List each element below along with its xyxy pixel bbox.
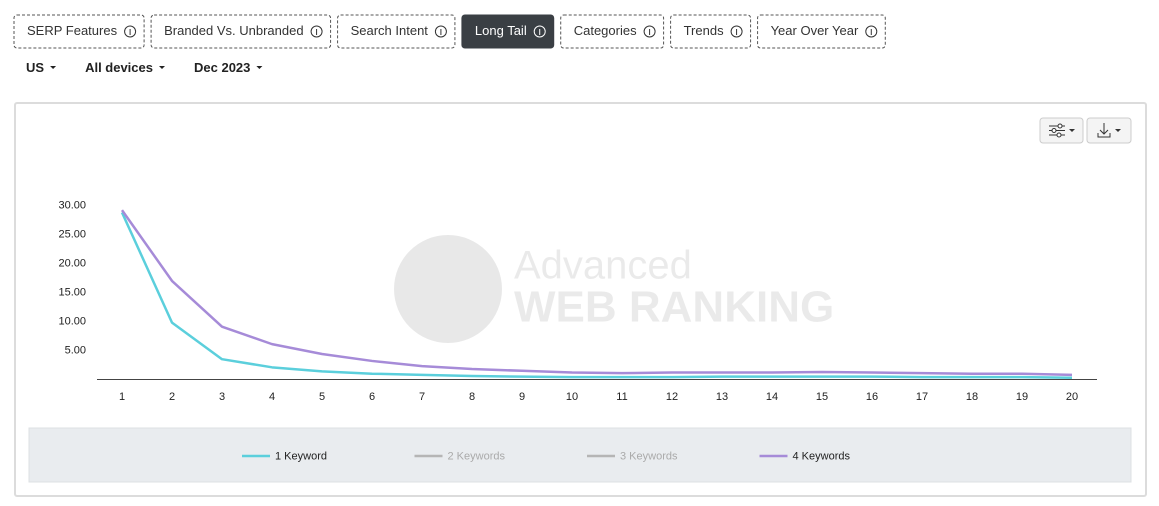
tab[interactable]: Branded Vs. Unbranded (150, 14, 332, 49)
x-tick-label: 18 (966, 391, 978, 403)
info-icon (310, 25, 323, 38)
x-tick-label: 10 (566, 391, 578, 403)
tab[interactable]: Search Intent (337, 14, 456, 49)
legend (28, 427, 1132, 483)
y-tick-label: 30.00 (58, 199, 86, 211)
tab-label: Categories (574, 23, 637, 38)
x-tick-label: 7 (419, 391, 425, 403)
settings-button[interactable] (1039, 117, 1084, 144)
tab-box (13, 14, 145, 49)
y-tick-label: 20.00 (58, 257, 86, 269)
caret (159, 66, 165, 69)
chart-card (14, 102, 1147, 497)
y-tick-label: 5.00 (65, 344, 86, 356)
x-tick-label: 11 (616, 391, 627, 403)
legend-label: 3 Keywords (620, 450, 678, 462)
info-icon (124, 25, 137, 38)
tab-box (560, 14, 665, 49)
legend-item[interactable]: 3 Keywords (587, 450, 678, 462)
tab-label: Long Tail (475, 23, 527, 38)
filter-dropdown[interactable]: All devices (85, 60, 165, 75)
x-tick-label: 13 (716, 391, 728, 403)
filter-label: US (26, 60, 44, 75)
tab[interactable]: Categories (560, 14, 665, 49)
x-tick-label: 4 (269, 391, 275, 403)
tab-label: Trends (684, 23, 724, 38)
tab[interactable]: SERP Features (13, 14, 145, 49)
series-line (120, 209, 1073, 377)
watermark-text: WEB RANKING (514, 283, 834, 332)
legend-label: 1 Keyword (275, 450, 327, 462)
legend-item[interactable]: 1 Keyword (242, 450, 327, 462)
info-icon (533, 25, 546, 38)
tab-box (337, 14, 456, 49)
x-tick-label: 9 (519, 391, 525, 403)
tab-box (670, 14, 752, 49)
tab-label: SERP Features (27, 23, 118, 38)
x-tick-label: 17 (916, 391, 928, 403)
watermark-text: Advanced (514, 244, 692, 288)
legend-item[interactable]: 2 Keywords (414, 450, 506, 462)
tab-label: Search Intent (351, 23, 429, 38)
tab-label: Branded Vs. Unbranded (164, 23, 303, 38)
filter-dropdown[interactable]: US (26, 60, 57, 75)
filter-label: All devices (85, 60, 153, 75)
info-icon (730, 25, 743, 38)
x-tick-label: 3 (219, 391, 225, 403)
tab-box (461, 14, 555, 49)
legend-label: 4 Keywords (793, 450, 851, 462)
x-tick-label: 12 (666, 391, 678, 403)
x-tick-label: 15 (816, 391, 828, 403)
x-tick-label: 2 (169, 391, 175, 403)
y-tick-label: 15.00 (58, 286, 86, 298)
x-tick-label: 8 (469, 391, 475, 403)
info-icon (643, 25, 656, 38)
y-tick-label: 25.00 (58, 228, 86, 240)
x-tick-label: 6 (369, 391, 375, 403)
info-icon (865, 25, 878, 38)
x-tick-label: 1 (119, 391, 125, 403)
tab[interactable]: Trends (670, 14, 752, 49)
tab[interactable]: Long Tail (461, 14, 555, 49)
y-tick-label: 10.00 (58, 315, 86, 327)
x-tick-label: 19 (1016, 391, 1028, 403)
tab-box (150, 14, 332, 49)
caret (256, 66, 263, 69)
x-tick-label: 5 (319, 391, 325, 403)
tab[interactable]: Year Over Year (757, 14, 886, 49)
x-tick-label: 16 (866, 391, 878, 403)
x-tick-label: 20 (1066, 391, 1078, 403)
watermark-logo (394, 235, 502, 343)
filter-dropdown[interactable]: Dec 2023 (194, 60, 263, 75)
info-icon (434, 25, 447, 38)
caret (50, 66, 57, 69)
tab-label: Year Over Year (771, 23, 859, 38)
legend-label: 2 Keywords (448, 450, 506, 462)
filter-label: Dec 2023 (194, 60, 250, 75)
tab-box (757, 14, 886, 49)
download-button[interactable] (1086, 117, 1132, 144)
series-line (120, 211, 1073, 380)
x-tick-label: 14 (766, 391, 778, 403)
legend-item[interactable]: 4 Keywords (759, 450, 851, 462)
